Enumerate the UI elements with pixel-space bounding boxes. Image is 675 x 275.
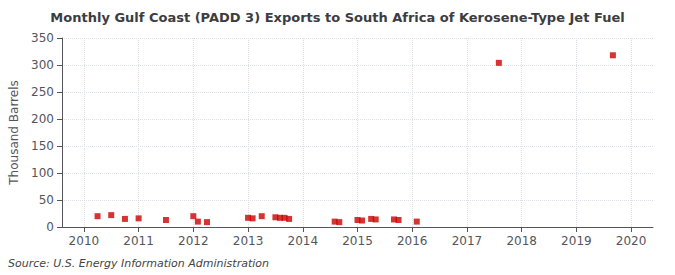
svg-text:150: 150 xyxy=(31,139,54,153)
svg-text:2010: 2010 xyxy=(69,234,100,248)
svg-text:50: 50 xyxy=(39,193,54,207)
svg-text:2011: 2011 xyxy=(123,234,154,248)
svg-text:Monthly Gulf Coast (PADD 3) Ex: Monthly Gulf Coast (PADD 3) Exports to S… xyxy=(50,10,624,25)
svg-text:2017: 2017 xyxy=(452,234,483,248)
svg-text:100: 100 xyxy=(31,166,54,180)
svg-text:300: 300 xyxy=(31,58,54,72)
svg-text:0: 0 xyxy=(46,220,54,234)
svg-text:Thousand Barrels: Thousand Barrels xyxy=(7,80,21,185)
svg-text:350: 350 xyxy=(31,31,54,45)
svg-text:Source: U.S. Energy Informatio: Source: U.S. Energy Information Administ… xyxy=(8,257,269,270)
svg-text:2014: 2014 xyxy=(288,234,319,248)
svg-text:2012: 2012 xyxy=(178,234,209,248)
svg-text:2019: 2019 xyxy=(561,234,592,248)
svg-text:2018: 2018 xyxy=(506,234,537,248)
svg-text:2016: 2016 xyxy=(397,234,428,248)
svg-text:250: 250 xyxy=(31,85,54,99)
svg-text:2020: 2020 xyxy=(616,234,647,248)
svg-text:2013: 2013 xyxy=(233,234,264,248)
svg-text:2015: 2015 xyxy=(342,234,373,248)
svg-text:200: 200 xyxy=(31,112,54,126)
